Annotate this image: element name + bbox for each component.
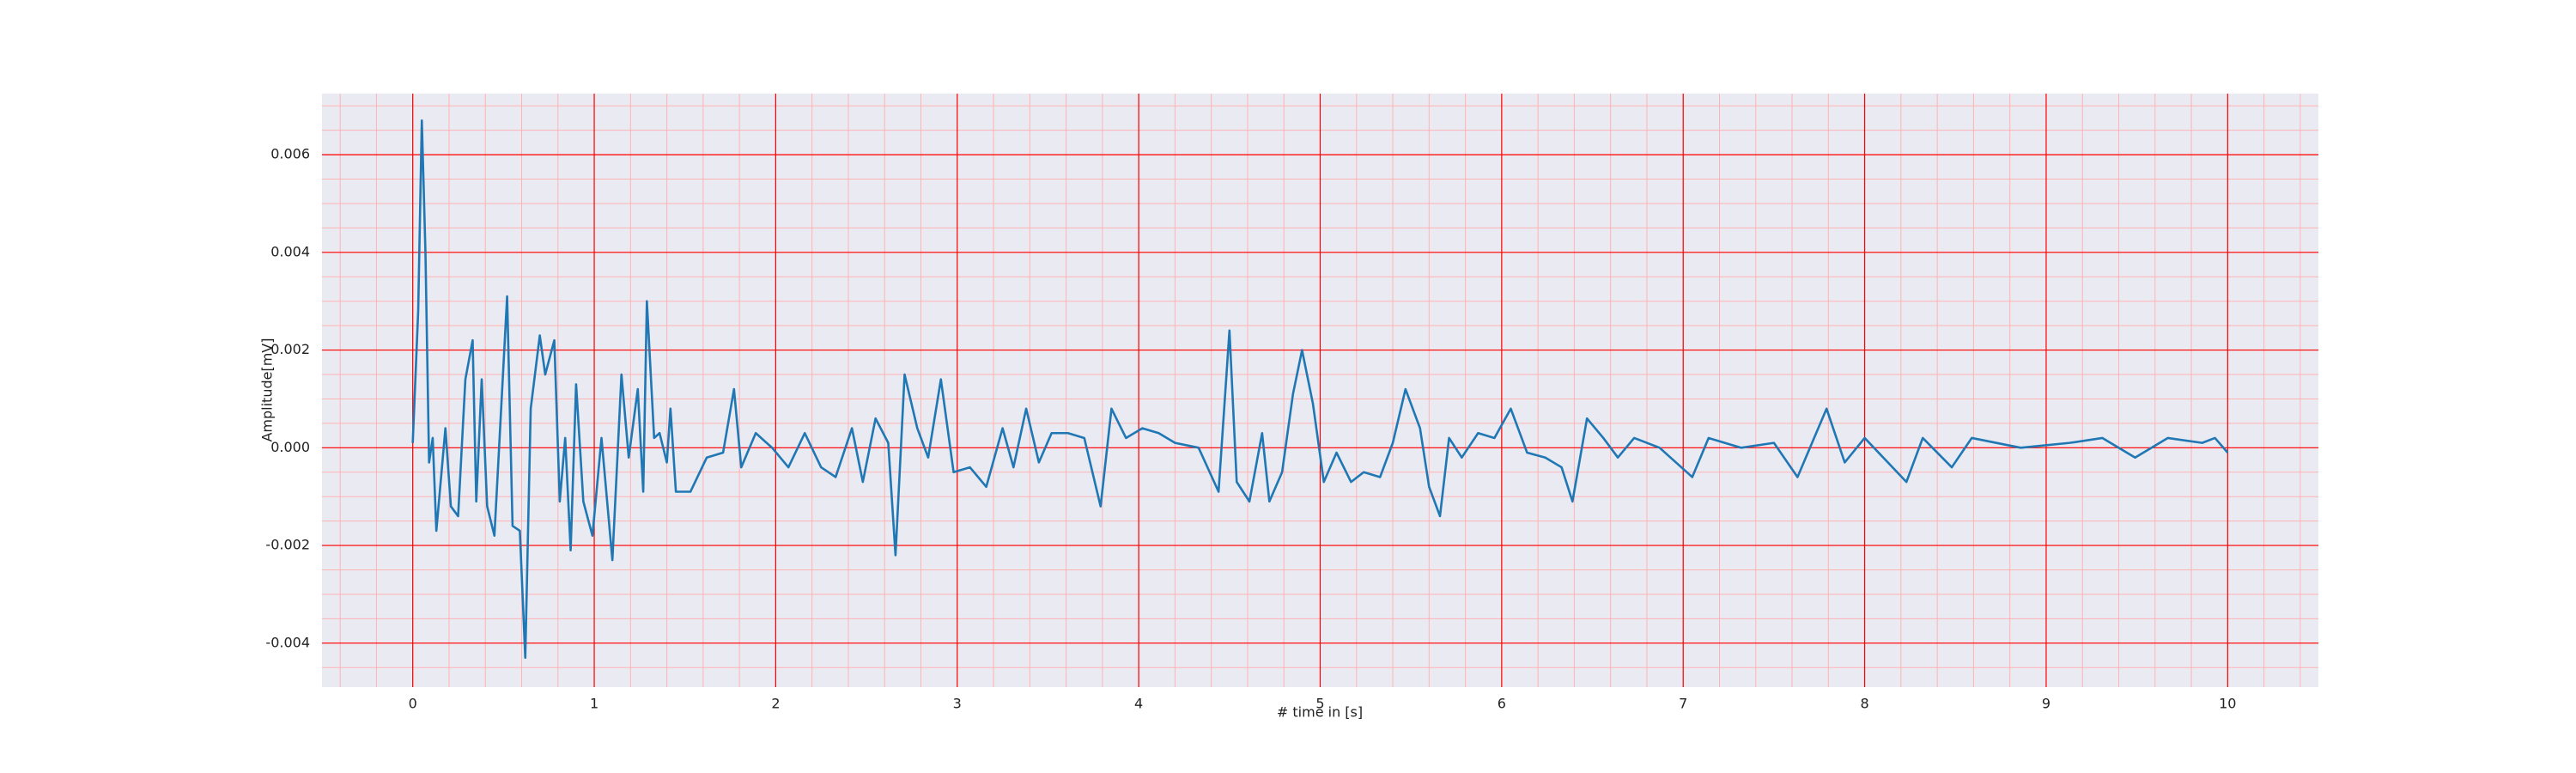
x-tick-label: 6 [1498, 696, 1506, 712]
x-tick-label: 1 [590, 696, 598, 712]
x-tick-label: 0 [409, 696, 417, 712]
x-tick-label: 3 [953, 696, 962, 712]
y-tick-label: -0.004 [265, 634, 310, 650]
y-axis-label: Amplitude[mV] [259, 338, 276, 441]
data-line [411, 119, 2229, 660]
y-tick-label: 0.006 [270, 146, 310, 162]
x-tick-label: 7 [1679, 696, 1687, 712]
x-axis-label: # time in [s] [1277, 704, 1363, 721]
y-tick-label: 0.000 [270, 439, 310, 455]
y-tick-label: 0.004 [270, 243, 310, 259]
x-tick-label: 4 [1134, 696, 1143, 712]
x-tick-label: 5 [1315, 696, 1324, 712]
x-tick-label: 8 [1860, 696, 1868, 712]
y-tick-label: -0.002 [265, 537, 310, 553]
x-tick-label: 2 [771, 696, 780, 712]
x-tick-label: 10 [2219, 696, 2236, 712]
x-tick-label: 9 [2042, 696, 2050, 712]
y-tick-label: 0.002 [270, 341, 310, 357]
